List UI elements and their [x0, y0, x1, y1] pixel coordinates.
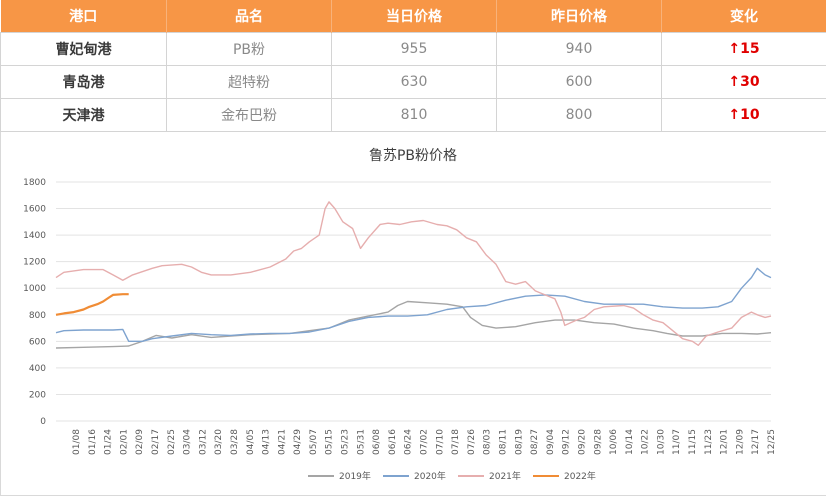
table-header-row: 港口 品名 当日价格 昨日价格 变化: [1, 0, 826, 33]
table-row: 天津港 金布巴粉 810 800 ↑10: [1, 99, 826, 132]
product-cell: 超特粉: [167, 66, 332, 99]
x-tick-label: 10/06: [609, 429, 619, 455]
x-tick-label: 08/19: [514, 429, 524, 455]
x-tick-label: 05/31: [356, 429, 366, 455]
today-price-cell: 955: [332, 33, 497, 66]
header-product: 品名: [167, 0, 332, 33]
header-yesterday-price: 昨日价格: [497, 0, 662, 33]
x-tick-label: 04/13: [262, 429, 272, 455]
change-cell: ↑10: [662, 99, 826, 132]
x-tick-label: 05/23: [341, 429, 351, 455]
legend-label: 2020年: [414, 470, 446, 482]
product-cell: 金布巴粉: [167, 99, 332, 132]
x-tick-label: 03/20: [214, 429, 224, 455]
port-cell: 曹妃甸港: [1, 33, 167, 66]
x-tick-label: 11/07: [672, 429, 682, 455]
x-tick-label: 04/29: [293, 429, 303, 455]
series-line: [56, 294, 129, 315]
x-tick-label: 09/04: [546, 429, 556, 455]
x-tick-label: 10/22: [641, 429, 651, 455]
x-tick-label: 04/05: [246, 429, 256, 455]
product-cell: PB粉: [167, 33, 332, 66]
today-price-cell: 630: [332, 66, 497, 99]
x-tick-label: 12/01: [720, 429, 730, 455]
x-tick-label: 11/23: [704, 429, 714, 455]
x-tick-label: 09/28: [593, 429, 603, 455]
x-tick-label: 01/24: [104, 429, 114, 455]
y-tick-label: 1400: [23, 231, 46, 241]
x-tick-label: 03/12: [198, 429, 208, 455]
x-tick-label: 01/16: [88, 429, 98, 455]
y-tick-label: 1200: [23, 258, 46, 268]
y-tick-label: 200: [29, 390, 46, 400]
x-tick-label: 02/01: [119, 429, 129, 455]
x-tick-label: 03/04: [183, 429, 193, 455]
x-tick-label: 09/20: [577, 429, 587, 455]
price-table: 港口 品名 当日价格 昨日价格 变化 曹妃甸港 PB粉 955 940 ↑15 …: [0, 0, 826, 132]
table-row: 曹妃甸港 PB粉 955 940 ↑15: [1, 33, 826, 66]
x-tick-label: 03/28: [230, 429, 240, 455]
y-tick-label: 600: [29, 337, 46, 347]
y-tick-label: 0: [40, 417, 46, 427]
x-tick-label: 02/09: [135, 429, 145, 455]
x-tick-label: 08/27: [530, 429, 540, 455]
x-tick-label: 05/15: [325, 429, 335, 455]
today-price-cell: 810: [332, 99, 497, 132]
series-line: [56, 268, 771, 341]
y-tick-label: 1800: [23, 178, 46, 188]
header-change: 变化: [662, 0, 826, 33]
x-tick-label: 04/21: [277, 429, 287, 455]
y-tick-label: 400: [29, 364, 46, 374]
port-cell: 天津港: [1, 99, 167, 132]
x-tick-label: 06/24: [404, 429, 414, 455]
header-port: 港口: [1, 0, 167, 33]
table-row: 青岛港 超特粉 630 600 ↑30: [1, 66, 826, 99]
port-cell: 青岛港: [1, 66, 167, 99]
header-today-price: 当日价格: [332, 0, 497, 33]
y-tick-label: 1600: [23, 205, 46, 215]
x-tick-label: 06/08: [372, 429, 382, 455]
x-tick-label: 08/03: [483, 429, 493, 455]
chart-title: 鲁苏PB粉价格: [369, 148, 457, 164]
x-tick-label: 05/07: [309, 429, 319, 455]
x-tick-label: 01/08: [72, 429, 82, 455]
change-cell: ↑30: [662, 66, 826, 99]
series-line: [56, 202, 771, 345]
x-tick-label: 12/17: [751, 429, 761, 455]
x-tick-label: 07/18: [451, 429, 461, 455]
line-chart: 鲁苏PB粉价格 0 200 400 600 800 1000 1200 1400 1600 180…: [1, 132, 826, 495]
x-tick-label: 07/10: [435, 429, 445, 455]
x-tick-label: 12/25: [767, 429, 777, 455]
x-tick-label: 09/12: [562, 429, 572, 455]
y-tick-label: 800: [29, 311, 46, 321]
x-tick-label: 07/26: [467, 429, 477, 455]
legend-label: 2022年: [564, 470, 596, 482]
x-tick-label: 10/14: [625, 429, 635, 455]
x-tick-label: 11/15: [688, 429, 698, 455]
x-tick-label: 02/25: [167, 429, 177, 455]
yesterday-price-cell: 800: [497, 99, 662, 132]
yesterday-price-cell: 600: [497, 66, 662, 99]
y-tick-label: 1000: [23, 284, 46, 294]
x-tick-label: 02/17: [151, 429, 161, 455]
yesterday-price-cell: 940: [497, 33, 662, 66]
x-tick-label: 10/30: [656, 429, 666, 455]
x-tick-label: 08/11: [498, 429, 508, 455]
x-tick-label: 07/02: [420, 429, 430, 455]
legend-label: 2021年: [489, 470, 521, 482]
chart-container: 鲁苏PB粉价格 0 200 400 600 800 1000 1200 1400 1600 180…: [0, 132, 826, 496]
x-tick-label: 06/16: [388, 429, 398, 455]
x-tick-label: 12/09: [735, 429, 745, 455]
change-cell: ↑15: [662, 33, 826, 66]
legend-label: 2019年: [339, 470, 371, 482]
